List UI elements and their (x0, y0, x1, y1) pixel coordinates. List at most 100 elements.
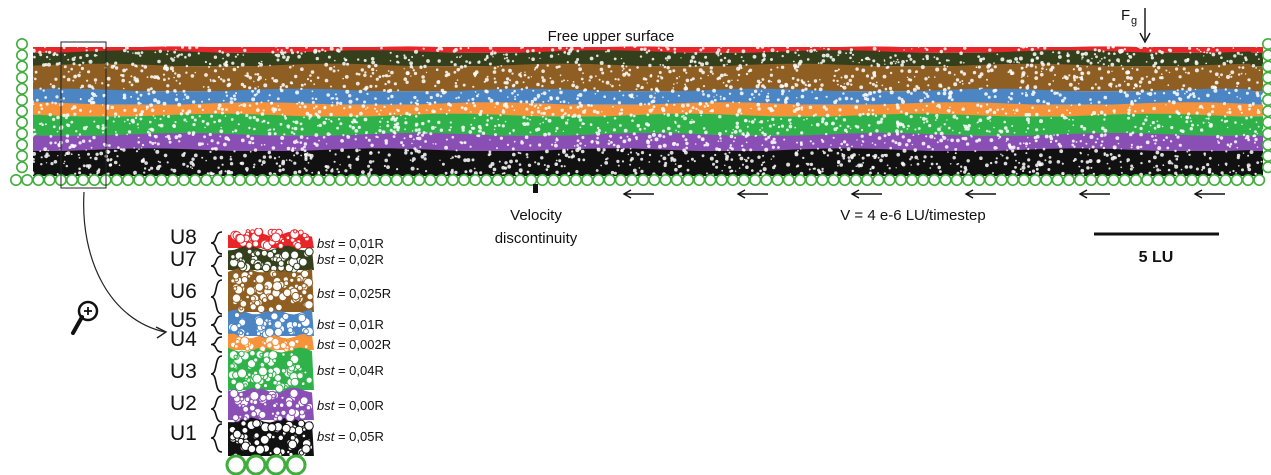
boundary-particle (15, 161, 28, 174)
zoom-in-icon (71, 300, 99, 335)
boundary-particle (849, 174, 862, 187)
unit-label-u6: U6 (170, 280, 197, 303)
boundary-particle (133, 174, 146, 187)
layer-fill-u1 (33, 150, 1263, 176)
boundary-particle (222, 174, 235, 187)
boundary-particle (401, 174, 414, 187)
boundary-particle (144, 174, 157, 187)
boundary-particle (15, 138, 28, 151)
boundary-particle (379, 174, 392, 187)
velocity-discontinuity-marker (533, 184, 538, 193)
boundary-particle (883, 174, 896, 187)
boundary-particle (480, 174, 493, 187)
boundary-particle (1017, 174, 1030, 187)
velocity-label-line1: Velocity (510, 207, 562, 224)
boundary-particle (301, 174, 314, 187)
gravity-force-indicator: F g (1121, 7, 1151, 44)
boundary-particle (256, 174, 269, 187)
boundary-particle (737, 174, 750, 187)
boundary-particle (15, 127, 28, 140)
surface-label: Free upper surface (548, 28, 675, 45)
boundary-particle (1152, 174, 1165, 187)
boundary-particle (21, 174, 34, 187)
boundary-particle (1107, 174, 1120, 187)
boundary-particle (424, 174, 437, 187)
boundary-particle (1262, 82, 1271, 95)
boundary-particle (1253, 174, 1266, 187)
boundary-particle (760, 174, 773, 187)
particle-grains (33, 44, 1263, 176)
boundary-particle (1062, 174, 1075, 187)
boundary-particle (312, 174, 325, 187)
unit-label-u8: U8 (170, 226, 197, 249)
boundary-particle (525, 174, 538, 187)
boundary-particle (323, 174, 336, 187)
boundary-particle (659, 174, 672, 187)
boundary-particle (995, 174, 1008, 187)
boundary-particle (15, 37, 28, 50)
boundary-particle (592, 174, 605, 187)
unit-brace (210, 255, 223, 277)
boundary-particle (950, 174, 963, 187)
boundary-particle (502, 174, 515, 187)
boundary-particle (15, 82, 28, 95)
boundary-particle (66, 174, 79, 187)
boundary-particle (10, 174, 22, 187)
boundary-particle (289, 174, 302, 187)
layer-fill-u5 (33, 91, 1263, 105)
layer-fill-u4 (33, 104, 1263, 117)
boundary-particle (15, 60, 28, 73)
boundary-particle (681, 174, 694, 187)
inset-boundary-particle (225, 454, 247, 475)
right-wall-particles (1262, 38, 1271, 174)
bst-label-u6: bst = 0,025R (317, 286, 391, 301)
boundary-particle (1208, 174, 1221, 187)
boundary-particle (15, 105, 28, 118)
inset-boundary-particle (265, 454, 287, 475)
inset-boundary-particle (285, 454, 307, 475)
boundary-particle (110, 174, 123, 187)
boundary-particle (390, 174, 403, 187)
unit-label-u7: U7 (170, 248, 197, 271)
boundary-particle (704, 174, 717, 187)
boundary-particle (334, 174, 347, 187)
boundary-particle (1230, 174, 1243, 187)
boundary-particle (1085, 174, 1098, 187)
boundary-particle (413, 174, 426, 187)
boundary-particle (178, 174, 191, 187)
boundary-particle (1242, 174, 1255, 187)
boundary-particle (1163, 174, 1176, 187)
boundary-particle (43, 174, 56, 187)
boundary-particle (603, 174, 616, 187)
boundary-particle (670, 174, 683, 187)
boundary-particle (1130, 174, 1143, 187)
boundary-particle (435, 174, 448, 187)
unit-brace (210, 355, 223, 393)
unit-brace (210, 395, 223, 423)
bst-label-u7: bst = 0,02R (317, 252, 384, 267)
boundary-particle (278, 174, 291, 187)
unit-label-u4: U4 (170, 328, 197, 351)
layer-stack (33, 46, 1263, 176)
boundary-particle (357, 174, 370, 187)
boundary-particle (648, 174, 661, 187)
boundary-particle (122, 174, 135, 187)
boundary-particle (861, 174, 874, 187)
boundary-particle (614, 174, 627, 187)
boundary-particle (961, 174, 974, 187)
boundary-particle (491, 174, 504, 187)
boundary-particle (536, 174, 549, 187)
boundary-particle (569, 174, 582, 187)
boundary-particle (15, 150, 28, 163)
layer-fill-u8 (33, 47, 1263, 53)
boundary-particle (189, 174, 202, 187)
boundary-particle (917, 174, 930, 187)
boundary-particle (973, 174, 986, 187)
inset-base-particles (225, 454, 307, 475)
boundary-particle (1141, 174, 1154, 187)
boundary-particle (1118, 174, 1131, 187)
boundary-particle (1051, 174, 1064, 187)
boundary-particle (88, 174, 101, 187)
unit-brace (210, 231, 223, 255)
